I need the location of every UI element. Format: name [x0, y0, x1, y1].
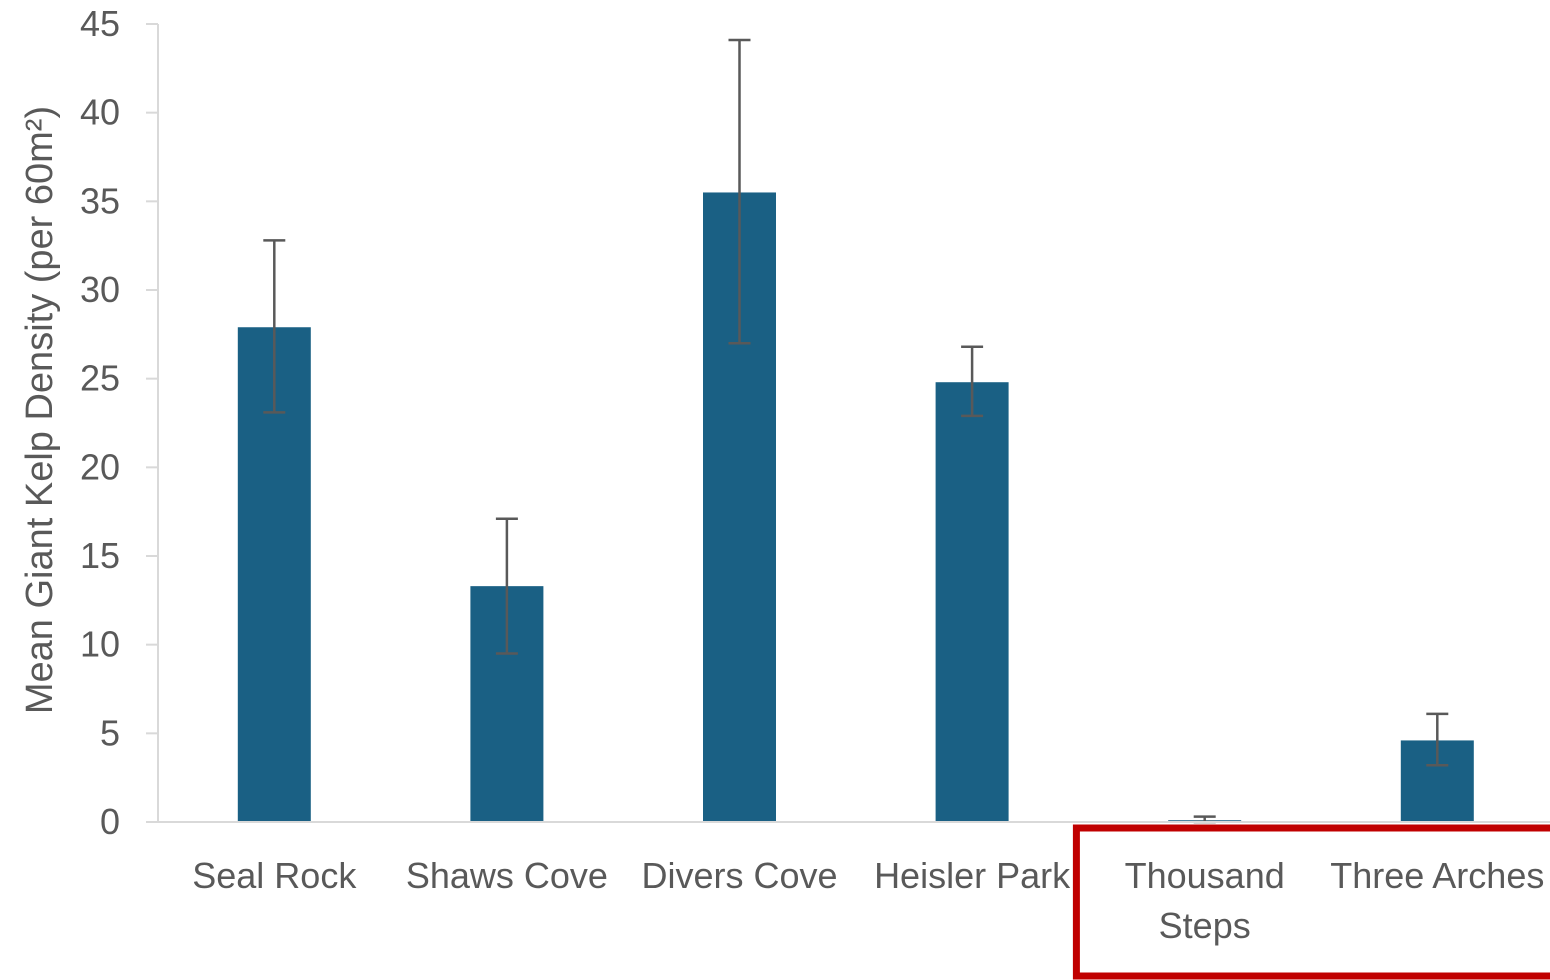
- error-bar: [1426, 712, 1449, 767]
- y-tick-label: 20: [80, 446, 120, 487]
- error-bar: [961, 345, 984, 418]
- y-tick-label: 5: [100, 712, 120, 753]
- error-bar: [263, 239, 286, 414]
- x-category-label: Seal Rock: [192, 855, 357, 896]
- error-bar: [495, 517, 518, 655]
- y-axis-title: Mean Giant Kelp Density (per 60m²): [19, 106, 61, 714]
- y-tick-label: 40: [80, 92, 120, 133]
- y-axis-ticks: 0 5 10 15 20 25 30 35 40 45: [80, 3, 158, 842]
- y-tick-label: 30: [80, 269, 120, 310]
- y-tick-label: 45: [80, 3, 120, 44]
- y-tick-label: 10: [80, 624, 120, 665]
- x-category-label: Heisler Park: [874, 855, 1071, 896]
- x-category-label: Divers Cove: [641, 855, 837, 896]
- x-category-label: Shaws Cove: [406, 855, 608, 896]
- error-bar: [728, 38, 751, 345]
- y-tick-label: 25: [80, 358, 120, 399]
- y-tick-label: 35: [80, 180, 120, 221]
- x-category-label: Three Arches: [1330, 855, 1544, 896]
- bars: [237, 192, 1474, 822]
- x-axis-labels: Seal Rock Shaws Cove Divers Cove Heisler Pa…: [192, 855, 1544, 946]
- error-bars: [263, 38, 1449, 824]
- y-tick-label: 0: [100, 801, 120, 842]
- x-category-label: Thousand Steps: [1125, 855, 1285, 946]
- y-tick-label: 15: [80, 535, 120, 576]
- bar: [935, 382, 1009, 822]
- highlight-box: [1072, 824, 1550, 980]
